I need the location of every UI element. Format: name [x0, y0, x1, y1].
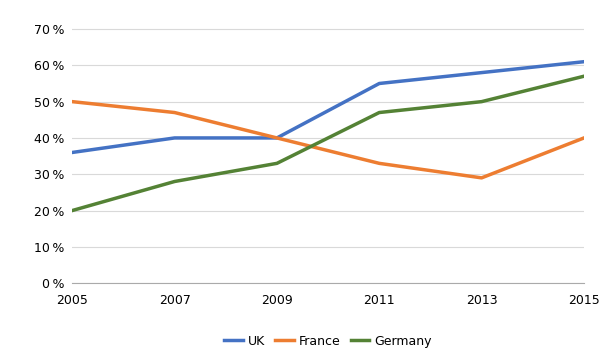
Line: UK: UK: [72, 62, 584, 152]
UK: [478, 70, 485, 75]
Germany: [171, 179, 178, 184]
France: [478, 176, 485, 180]
France: [171, 110, 178, 115]
Line: France: France: [72, 102, 584, 178]
Germany: [69, 208, 76, 213]
Germany: [376, 110, 383, 115]
France: [69, 99, 76, 104]
Legend: UK, France, Germany: UK, France, Germany: [219, 330, 437, 353]
UK: [69, 150, 76, 155]
Line: Germany: Germany: [72, 76, 584, 211]
Germany: [478, 99, 485, 104]
UK: [171, 136, 178, 140]
UK: [376, 81, 383, 86]
Germany: [273, 161, 281, 166]
France: [580, 136, 588, 140]
France: [376, 161, 383, 166]
UK: [273, 136, 281, 140]
UK: [580, 60, 588, 64]
France: [273, 136, 281, 140]
Germany: [580, 74, 588, 78]
